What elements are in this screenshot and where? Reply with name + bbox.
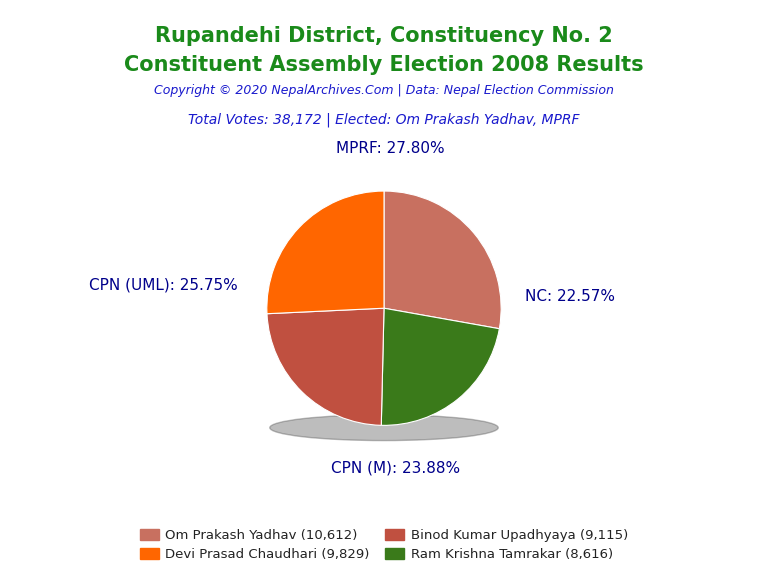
Wedge shape xyxy=(267,308,384,425)
Wedge shape xyxy=(266,191,384,314)
Text: Copyright © 2020 NepalArchives.Com | Data: Nepal Election Commission: Copyright © 2020 NepalArchives.Com | Dat… xyxy=(154,84,614,97)
Text: NC: 22.57%: NC: 22.57% xyxy=(525,289,614,304)
Wedge shape xyxy=(384,191,502,329)
Text: Rupandehi District, Constituency No. 2: Rupandehi District, Constituency No. 2 xyxy=(155,26,613,46)
Text: CPN (M): 23.88%: CPN (M): 23.88% xyxy=(331,460,460,476)
Text: CPN (UML): 25.75%: CPN (UML): 25.75% xyxy=(89,277,237,292)
Text: Total Votes: 38,172 | Elected: Om Prakash Yadhav, MPRF: Total Votes: 38,172 | Elected: Om Prakas… xyxy=(188,112,580,127)
Text: Constituent Assembly Election 2008 Results: Constituent Assembly Election 2008 Resul… xyxy=(124,55,644,75)
Wedge shape xyxy=(381,308,499,425)
Legend: Om Prakash Yadhav (10,612), Devi Prasad Chaudhari (9,829), Binod Kumar Upadhyaya: Om Prakash Yadhav (10,612), Devi Prasad … xyxy=(135,524,633,567)
Ellipse shape xyxy=(270,415,498,441)
Text: MPRF: 27.80%: MPRF: 27.80% xyxy=(336,141,444,156)
